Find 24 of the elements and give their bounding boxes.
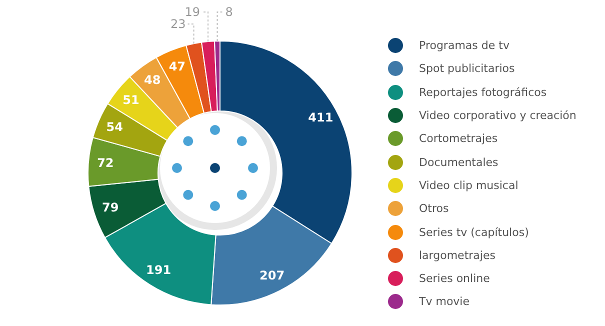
data-label: 54 [106, 120, 124, 134]
data-label: 191 [146, 263, 172, 278]
data-label: 51 [122, 93, 140, 108]
legend-label: Tv movie [419, 295, 470, 308]
data-label: 72 [97, 156, 114, 170]
data-label: 207 [260, 268, 285, 283]
legend-label: Programas de tv [419, 39, 510, 52]
legend-label: Cortometrajes [419, 132, 498, 146]
data-label: 48 [144, 72, 161, 87]
legend-label: Series tv (capítulos) [419, 226, 529, 239]
data-label: 411 [308, 110, 334, 124]
legend-label: Reportajes fotográficos [419, 86, 547, 99]
legend-label: Video corporativo y creación [419, 109, 576, 122]
data-label: 47 [168, 59, 186, 74]
data-label: 19 [184, 5, 200, 19]
legend-label: Video clip musical [419, 178, 518, 192]
legend-label: Otros [419, 202, 449, 216]
data-label: 23 [170, 17, 186, 31]
data-label: 79 [102, 200, 119, 215]
legend-label: Documentales [419, 156, 498, 169]
legend-label: largometrajes [419, 248, 496, 262]
legend-label: Spot publicitarios [419, 62, 515, 76]
legend-label: Series online [419, 272, 490, 286]
data-label: 8 [225, 5, 233, 19]
